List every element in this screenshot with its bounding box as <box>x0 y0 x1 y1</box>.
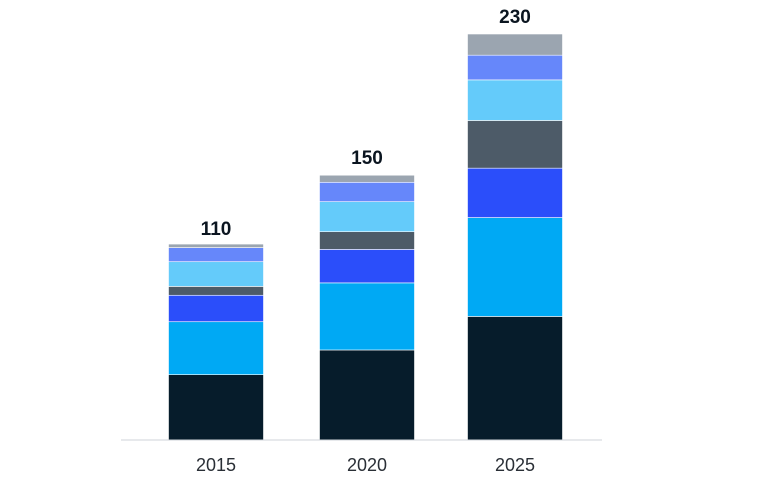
bar-segment-2020-5 <box>319 201 415 233</box>
bar-segment-2025-2 <box>467 217 563 317</box>
total-label-2015: 110 <box>201 219 232 240</box>
bar-segment-2020-3 <box>319 249 415 284</box>
x-tick-label-2025: 2025 <box>495 455 535 475</box>
bar-segment-2020-4 <box>319 231 415 250</box>
labels-layer: 110 2015 150 2020 230 2025 <box>196 7 535 475</box>
x-tick-label-2020: 2020 <box>347 455 387 475</box>
bar-segment-2015-3 <box>168 294 264 323</box>
total-label-2020: 150 <box>351 148 383 169</box>
total-label-2025: 230 <box>499 7 531 28</box>
bar-segment-2015-5 <box>168 261 264 287</box>
bar-segment-2020-2 <box>319 282 415 351</box>
bar-segment-2015-7 <box>168 243 264 248</box>
bar-segment-2025-1 <box>467 316 563 441</box>
bar-segment-2025-3 <box>467 167 563 218</box>
bar-segment-2025-7 <box>467 33 563 56</box>
bar-segment-2025-6 <box>467 54 563 81</box>
bars-layer <box>168 33 563 441</box>
x-tick-label-2015: 2015 <box>196 455 236 475</box>
bar-segment-2015-4 <box>168 286 264 296</box>
bar-segment-2020-1 <box>319 349 415 441</box>
bar-segment-2025-5 <box>467 79 563 121</box>
bar-segment-2015-1 <box>168 374 264 441</box>
bar-segment-2025-4 <box>467 120 563 169</box>
bar-segment-2020-6 <box>319 181 415 202</box>
bar-segment-2020-7 <box>319 174 415 183</box>
bar-segment-2015-2 <box>168 321 264 375</box>
bar-segment-2015-6 <box>168 247 264 263</box>
